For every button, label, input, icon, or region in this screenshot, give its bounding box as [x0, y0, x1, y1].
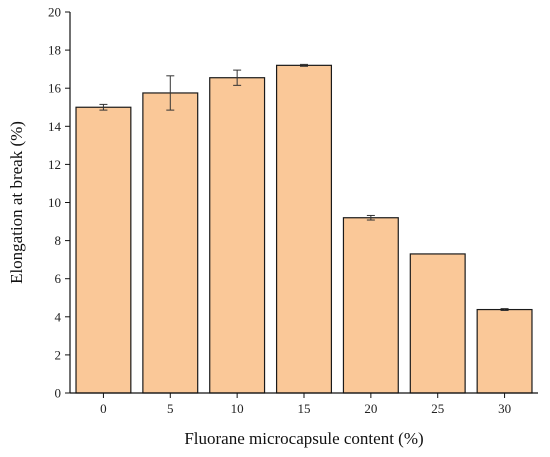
y-ticks-group: 0 2 4 6 8 10 12 14 16 18 20	[48, 5, 70, 401]
x-tick-label-5: 5	[167, 401, 174, 416]
x-axis-title: Fluorane microcapsule content (%)	[184, 429, 423, 448]
bar-25	[409, 253, 466, 394]
bar-0	[75, 106, 132, 394]
x-tick-label-25: 25	[431, 401, 444, 416]
y-axis-title: Elongation at break (%)	[7, 121, 26, 284]
x-tick-label-10: 10	[231, 401, 244, 416]
x-tick-label-20: 20	[364, 401, 377, 416]
y-tick-label-12: 12	[48, 157, 61, 172]
error-bar-0	[99, 103, 108, 111]
error-bar-10	[233, 69, 242, 86]
y-tick-label-18: 18	[48, 43, 61, 58]
y-tick-label-2: 2	[55, 347, 62, 362]
error-bar-5	[166, 75, 175, 111]
y-tick-label-6: 6	[55, 271, 62, 286]
x-ticks-group: 0 5 10 15 20 25 30	[100, 393, 511, 416]
bars-group	[75, 64, 533, 394]
x-tick-label-30: 30	[498, 401, 511, 416]
bar-20	[342, 217, 399, 394]
y-tick-label-20: 20	[48, 5, 61, 20]
x-tick-label-15: 15	[298, 401, 311, 416]
error-bar-30	[500, 308, 509, 312]
bar-5	[142, 92, 199, 394]
y-tick-label-0: 0	[55, 386, 62, 401]
x-tick-label-0: 0	[100, 401, 107, 416]
y-tick-label-10: 10	[48, 195, 61, 210]
y-tick-label-16: 16	[48, 81, 62, 96]
bar-30	[476, 308, 533, 394]
y-tick-label-4: 4	[55, 309, 62, 324]
error-bar-20	[366, 214, 375, 221]
bar-15	[275, 64, 333, 394]
y-tick-label-14: 14	[48, 119, 62, 134]
error-bar-15	[300, 63, 308, 67]
bar-10	[209, 77, 266, 394]
y-tick-label-8: 8	[55, 233, 62, 248]
error-bars-group	[99, 63, 509, 312]
